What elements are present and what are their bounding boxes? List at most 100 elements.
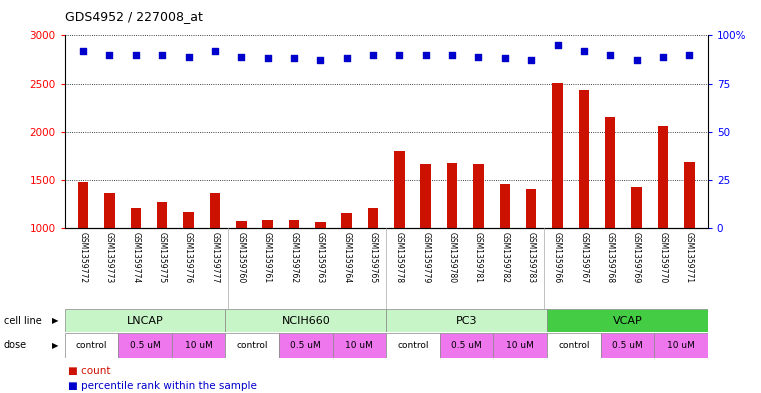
Text: 0.5 uM: 0.5 uM (451, 341, 482, 350)
Point (341, 55, 353, 62)
Text: ■ percentile rank within the sample: ■ percentile rank within the sample (68, 381, 257, 391)
Text: GSM1359775: GSM1359775 (158, 232, 167, 283)
Text: GSM1359761: GSM1359761 (263, 232, 272, 283)
Text: GSM1359780: GSM1359780 (447, 232, 457, 283)
Bar (547, 309, 708, 332)
Bar (600, 333, 654, 358)
Point (498, 55, 511, 62)
Point (77, 48, 89, 54)
Point (209, 48, 221, 54)
Text: cell line: cell line (4, 316, 42, 326)
Bar (342, 213, 352, 228)
Text: GSM1359764: GSM1359764 (342, 232, 351, 283)
Text: dose: dose (4, 340, 27, 350)
Point (552, 42, 564, 48)
Text: 10 uM: 10 uM (345, 341, 374, 350)
Bar (632, 187, 642, 228)
Bar (172, 333, 225, 358)
Text: GSM1359777: GSM1359777 (210, 232, 219, 283)
Point (446, 51, 458, 58)
Bar (209, 193, 220, 228)
Point (525, 57, 537, 64)
Bar (526, 189, 537, 228)
Point (419, 51, 431, 58)
Point (130, 51, 142, 58)
Text: GSM1359772: GSM1359772 (78, 232, 88, 283)
Text: GSM1359765: GSM1359765 (368, 232, 377, 283)
Text: GSM1359763: GSM1359763 (316, 232, 325, 283)
Bar (225, 309, 386, 332)
Text: GSM1359762: GSM1359762 (289, 232, 298, 283)
Bar (654, 333, 708, 358)
Text: 10 uM: 10 uM (506, 341, 534, 350)
Text: GSM1359773: GSM1359773 (105, 232, 114, 283)
Bar (440, 333, 493, 358)
Text: control: control (76, 341, 107, 350)
Text: GSM1359769: GSM1359769 (632, 232, 641, 283)
Text: GSM1359783: GSM1359783 (527, 232, 536, 283)
Bar (493, 333, 547, 358)
Text: GSM1359771: GSM1359771 (685, 232, 694, 283)
Bar (552, 83, 563, 228)
Bar (104, 193, 115, 228)
Text: GSM1359781: GSM1359781 (474, 232, 483, 283)
Text: GDS4952 / 227008_at: GDS4952 / 227008_at (65, 10, 202, 23)
Bar (394, 151, 405, 228)
Point (657, 53, 669, 60)
Point (183, 53, 195, 60)
Point (103, 51, 116, 58)
Point (262, 55, 274, 62)
Point (314, 57, 326, 64)
Text: control: control (237, 341, 268, 350)
Bar (118, 333, 172, 358)
Bar (65, 309, 225, 332)
Bar (157, 202, 167, 228)
Point (288, 55, 300, 62)
Bar (263, 220, 273, 228)
Point (473, 53, 485, 60)
Text: GSM1359774: GSM1359774 (132, 232, 140, 283)
Text: 0.5 uM: 0.5 uM (291, 341, 321, 350)
Point (578, 48, 590, 54)
Text: 10 uM: 10 uM (185, 341, 212, 350)
Text: NCIH660: NCIH660 (282, 316, 330, 326)
Bar (131, 208, 141, 228)
Text: GSM1359782: GSM1359782 (500, 232, 509, 283)
Bar (78, 182, 88, 228)
Text: ■ count: ■ count (68, 366, 111, 376)
Bar (279, 333, 333, 358)
Text: GSM1359768: GSM1359768 (606, 232, 615, 283)
Text: GSM1359779: GSM1359779 (422, 232, 430, 283)
Text: control: control (558, 341, 590, 350)
Bar (499, 184, 510, 228)
Bar (605, 117, 616, 228)
Point (156, 51, 168, 58)
Bar (183, 211, 194, 228)
Text: GSM1359767: GSM1359767 (579, 232, 588, 283)
Text: GSM1359770: GSM1359770 (658, 232, 667, 283)
Text: LNCAP: LNCAP (126, 316, 164, 326)
Text: 10 uM: 10 uM (667, 341, 695, 350)
Point (235, 53, 247, 60)
Bar (225, 333, 279, 358)
Text: 0.5 uM: 0.5 uM (129, 341, 161, 350)
Bar (473, 164, 484, 228)
Point (683, 51, 696, 58)
Point (630, 57, 642, 64)
Bar (368, 208, 378, 228)
Bar (658, 126, 668, 228)
Bar (386, 333, 440, 358)
Text: ▶: ▶ (53, 316, 59, 325)
Text: 0.5 uM: 0.5 uM (612, 341, 643, 350)
Bar (578, 90, 589, 228)
Bar (684, 162, 695, 228)
Bar (65, 333, 118, 358)
Bar (315, 222, 326, 228)
Text: GSM1359766: GSM1359766 (553, 232, 562, 283)
Text: control: control (397, 341, 428, 350)
Point (604, 51, 616, 58)
Bar (547, 333, 600, 358)
Text: GSM1359776: GSM1359776 (184, 232, 193, 283)
Bar (386, 309, 547, 332)
Text: ▶: ▶ (53, 341, 59, 350)
